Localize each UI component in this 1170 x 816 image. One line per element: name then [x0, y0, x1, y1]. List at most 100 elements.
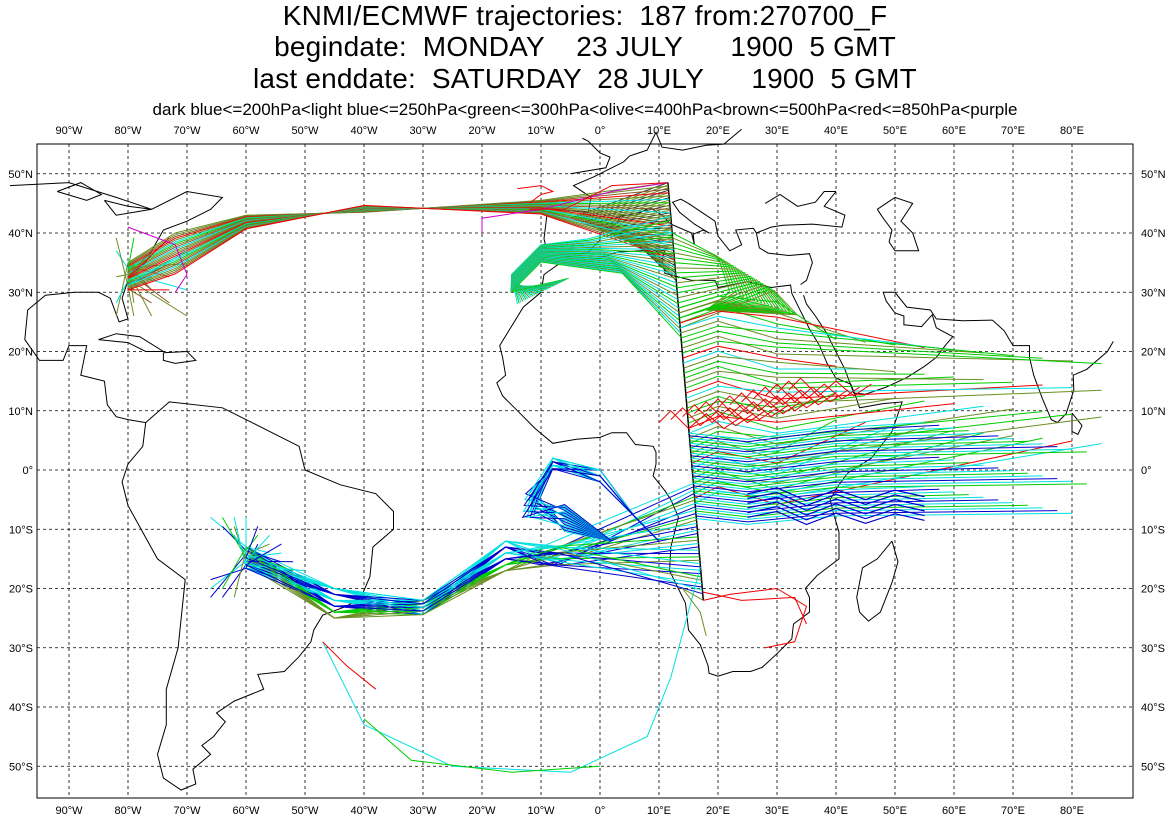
trajectory — [753, 386, 837, 406]
trajectory — [692, 459, 955, 475]
lat-tick-label-right: 30°S — [1141, 643, 1165, 655]
trajectory — [127, 204, 675, 291]
trajectory — [682, 350, 866, 370]
lon-tick-label-top: 90°W — [55, 125, 83, 137]
lat-tick-label-left: 40°N — [8, 228, 33, 240]
trajectory — [127, 206, 672, 278]
trajectory — [694, 496, 984, 510]
lon-tick-label-bottom: 10°W — [527, 805, 555, 816]
lon-tick-label-top: 10°E — [647, 125, 671, 137]
trajectory — [127, 206, 673, 284]
lat-tick-label-left: 10°S — [9, 524, 33, 536]
trajectory — [679, 288, 795, 324]
trajectory — [126, 192, 669, 278]
trajectory — [691, 456, 940, 473]
trajectory — [693, 480, 1073, 495]
trajectory — [705, 398, 790, 418]
lon-tick-label-top: 40°W — [350, 125, 378, 137]
trajectory — [776, 380, 860, 400]
trajectory — [683, 360, 925, 375]
lat-tick-label-left: 30°S — [9, 643, 33, 655]
trajectory — [689, 430, 969, 448]
trajectory — [747, 501, 925, 516]
trajectory — [676, 273, 767, 311]
map-grid — [37, 144, 1133, 798]
coastline — [104, 199, 152, 216]
map-frame — [36, 143, 1134, 799]
trajectory — [741, 389, 825, 409]
trajectory — [127, 202, 670, 271]
lon-tick-label-bottom: 60°E — [942, 805, 966, 816]
trajectory — [747, 506, 925, 521]
trajectory — [691, 454, 925, 470]
trajectory — [674, 257, 749, 311]
coastline — [764, 191, 836, 207]
trajectory — [618, 236, 674, 251]
trajectory — [689, 408, 1014, 445]
lon-tick-label-bottom: 70°W — [173, 805, 201, 816]
lat-tick-label-left: 50°S — [9, 761, 33, 773]
coastline — [1071, 412, 1083, 436]
trajectory — [695, 499, 999, 513]
coastline — [992, 319, 1114, 424]
trajectory — [679, 305, 896, 346]
trajectory — [689, 422, 925, 440]
trajectory — [127, 206, 673, 291]
trajectory — [593, 214, 671, 228]
trajectory — [517, 185, 555, 204]
trajectory — [126, 205, 675, 304]
trajectory — [692, 467, 999, 483]
lon-tick-label-top: 70°E — [1001, 125, 1025, 137]
trajectory — [747, 496, 925, 511]
lon-tick-label-top: 60°W — [232, 125, 260, 137]
coastline — [9, 182, 224, 424]
trajectory — [788, 377, 872, 397]
trajectory — [688, 400, 925, 430]
lon-tick-label-bottom: 80°E — [1060, 805, 1084, 816]
trajectory — [521, 468, 660, 542]
trajectory — [127, 226, 188, 293]
lat-tick-label-left: 50°N — [8, 169, 33, 181]
lat-tick-label-right: 40°S — [1141, 702, 1165, 714]
trajectory — [680, 315, 955, 351]
trajectory — [683, 355, 896, 373]
trajectory — [127, 206, 674, 285]
trajectory — [682, 345, 837, 367]
trajectory — [691, 448, 1073, 465]
trajectory — [691, 451, 1087, 468]
trajectory — [688, 405, 984, 434]
lon-tick-label-bottom: 50°E — [883, 805, 907, 816]
lat-tick-label-left: 0° — [22, 465, 33, 477]
trajectory — [693, 475, 1043, 490]
trajectory — [679, 310, 925, 349]
trajectory — [127, 204, 670, 317]
lon-tick-label-top: 70°W — [173, 125, 201, 137]
trajectory — [747, 510, 925, 526]
lat-tick-label-left: 20°S — [9, 584, 33, 596]
lon-tick-label-bottom: 20°E — [706, 805, 730, 816]
lon-tick-label-bottom: 10°E — [647, 805, 671, 816]
lat-tick-label-right: 50°S — [1141, 761, 1165, 773]
trajectory — [322, 566, 701, 773]
axis-ticks: 90°W 90°W 80°W 80°W 70°W 70°W 60°W 60°W 50°W 50°W… — [8, 125, 1165, 816]
lon-tick-label-top: 20°E — [706, 125, 730, 137]
trajectory — [694, 491, 955, 505]
trajectory — [695, 504, 1028, 518]
trajectory — [685, 385, 1073, 399]
trajectory — [692, 470, 1014, 485]
coastline — [121, 401, 394, 791]
trajectory — [685, 380, 1043, 400]
trajectory — [694, 488, 940, 503]
trajectory — [126, 206, 672, 277]
trajectory — [682, 404, 766, 424]
trajectory — [115, 205, 674, 287]
trajectory — [126, 207, 672, 317]
lon-tick-label-bottom: 80°W — [114, 805, 142, 816]
title-line-2: begindate: MONDAY 23 JULY 1900 5 GMT — [274, 31, 896, 62]
lat-tick-label-left: 10°N — [8, 406, 33, 418]
trajectory — [670, 407, 754, 427]
lon-tick-label-top: 80°W — [114, 125, 142, 137]
trajectory — [696, 512, 1073, 525]
lon-tick-label-top: 60°E — [942, 125, 966, 137]
lon-tick-label-top: 50°E — [883, 125, 907, 137]
